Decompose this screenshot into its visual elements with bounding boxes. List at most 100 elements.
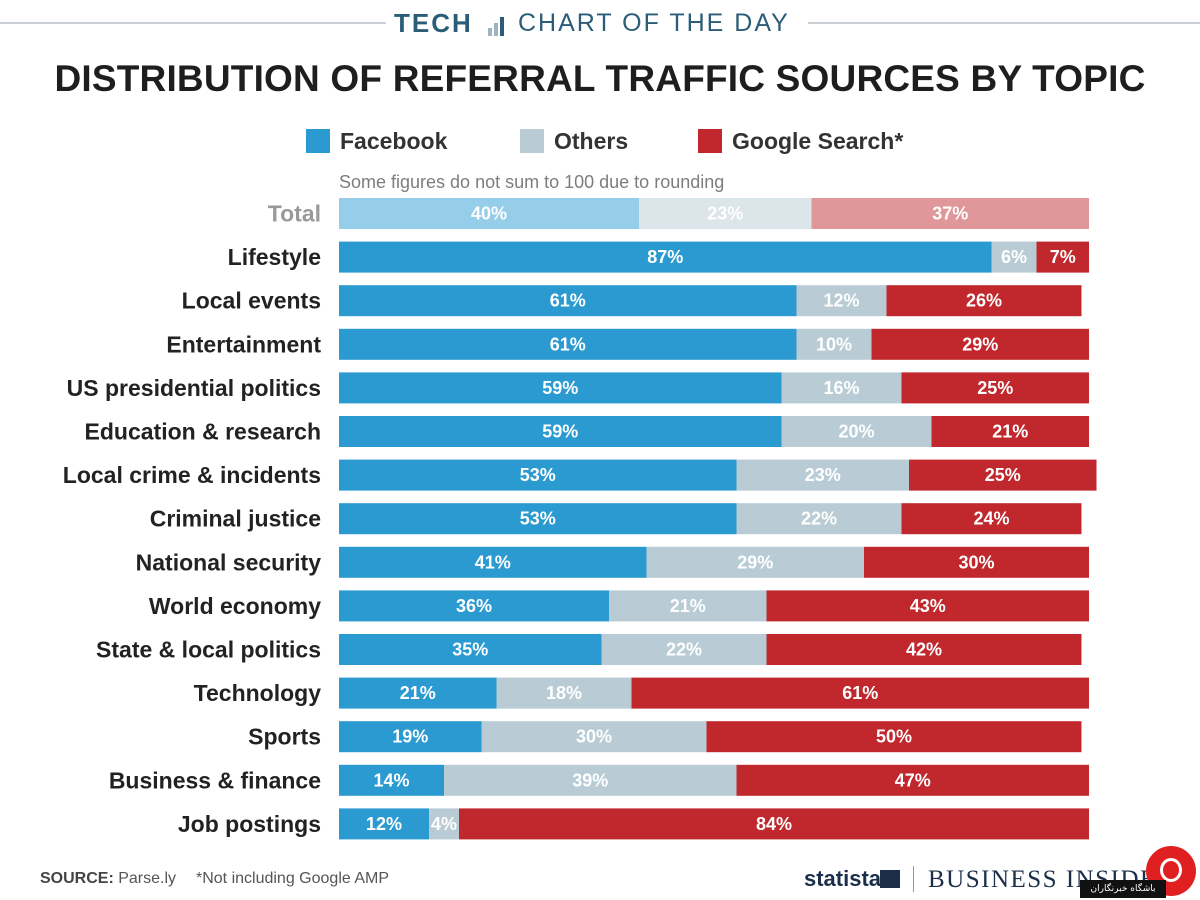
data-label: 23% (805, 465, 841, 485)
bar-segment-facebook (339, 503, 737, 535)
data-label: 61% (550, 291, 586, 311)
bar-row-education-research: Education & research 59% 20% 21% (85, 416, 1089, 447)
data-label: 40% (471, 204, 507, 224)
data-label: 41% (475, 552, 511, 572)
bar-segment-others (736, 459, 909, 491)
footer-source-value: Parse.ly (118, 870, 177, 887)
category-label: Criminal justice (150, 506, 321, 532)
bar-segment-facebook (339, 372, 782, 404)
bar-segment-google-search (706, 721, 1082, 753)
data-label: 25% (985, 465, 1021, 485)
category-label: Lifestyle (228, 244, 321, 270)
bar-segment-google-search (901, 503, 1082, 535)
data-label: 53% (520, 465, 556, 485)
statista-icon (880, 870, 900, 888)
data-label: 21% (992, 422, 1028, 442)
data-label: 25% (977, 378, 1013, 398)
data-label: 4% (431, 814, 457, 834)
bar-segment-facebook (339, 590, 609, 622)
category-label: Job postings (178, 811, 321, 837)
footer-source-label: SOURCE: (40, 870, 114, 887)
legend: Facebook Others Google Search* (0, 126, 1200, 156)
data-label: 53% (520, 509, 556, 529)
header-subtitle: CHART OF THE DAY (518, 9, 790, 37)
bar-chart-icon (488, 16, 506, 36)
data-label: 37% (932, 204, 968, 224)
data-label: 42% (906, 640, 942, 660)
data-label: 21% (670, 596, 706, 616)
data-label: 59% (542, 422, 578, 442)
data-label: 26% (966, 291, 1002, 311)
bar-segment-facebook (339, 764, 444, 796)
data-label: 47% (895, 770, 931, 790)
bar-segment-google-search (766, 634, 1082, 665)
data-label: 23% (707, 204, 743, 224)
legend-label-facebook: Facebook (340, 127, 448, 154)
data-label: 20% (838, 422, 874, 442)
data-label: 6% (1001, 247, 1027, 267)
bar-segment-google-search (459, 808, 1089, 840)
bar-segment-google-search (631, 677, 1089, 709)
data-label: 43% (910, 596, 946, 616)
footer-source: SOURCE: Parse.ly (40, 870, 176, 888)
legend-item-facebook: Facebook (306, 126, 447, 156)
bar-row-criminal-justice: Criminal justice 53% 22% 24% (150, 503, 1082, 535)
bar-row-local-crime-incidents: Local crime & incidents 53% 23% 25% (63, 459, 1097, 491)
data-label: 29% (737, 552, 773, 572)
bar-segment-facebook (339, 328, 797, 360)
bar-segment-others (444, 764, 737, 796)
bar-row-lifestyle: Lifestyle 87% 6% 7% (228, 241, 1089, 273)
bar-segment-others (796, 328, 872, 360)
data-label: 10% (816, 334, 852, 354)
category-label: US presidential politics (67, 375, 321, 401)
legend-item-others: Others (520, 126, 628, 156)
bar-row-national-security: National security 41% 29% 30% (136, 546, 1089, 578)
data-label: 59% (542, 378, 578, 398)
data-label: 24% (973, 509, 1009, 529)
bar-segment-others (991, 241, 1037, 273)
statista-logo: statista (804, 866, 882, 891)
bar-segment-facebook (339, 241, 992, 273)
data-label: 61% (550, 334, 586, 354)
bar-segment-others (736, 503, 902, 535)
data-label: 12% (366, 814, 402, 834)
bar-segment-others (429, 808, 459, 840)
bar-segment-facebook (339, 677, 497, 709)
watermark: باشگاه خبرنگاران (1080, 840, 1200, 900)
category-label: Entertainment (166, 331, 321, 357)
chart-note: Some figures do not sum to 100 due to ro… (339, 172, 725, 192)
bar-segment-facebook (339, 808, 429, 840)
bar-segment-google-search (766, 590, 1089, 622)
bar-segment-google-search (871, 328, 1089, 360)
bar-segment-facebook (339, 634, 602, 665)
bar-segment-others (781, 372, 902, 404)
data-label: 19% (392, 727, 428, 747)
bar-segment-others (639, 198, 812, 229)
data-label: 14% (373, 770, 409, 790)
data-label: 22% (666, 640, 702, 660)
data-label: 16% (823, 378, 859, 398)
bar-segment-others (646, 546, 864, 578)
bar-segment-google-search (901, 372, 1089, 404)
category-label: National security (136, 549, 322, 575)
footer-note: *Not including Google AMP (196, 870, 389, 887)
bar-row-us-presidential-politics: US presidential politics 59% 16% 25% (67, 372, 1089, 404)
category-label: Total (268, 201, 321, 227)
header-rule-left (0, 22, 386, 24)
legend-swatch-facebook (306, 129, 330, 153)
legend-swatch-google (698, 129, 722, 153)
data-label: 18% (546, 683, 582, 703)
data-label: 36% (456, 596, 492, 616)
bar-segment-google-search (864, 546, 1089, 578)
category-label: Education & research (85, 419, 321, 445)
bar-row-sports: Sports 19% 30% 50% (248, 721, 1082, 753)
bar-segment-facebook (339, 416, 782, 447)
data-label: 22% (801, 509, 837, 529)
legend-swatch-others (520, 129, 544, 153)
bar-segment-others (796, 285, 887, 317)
bar-segment-google-search (886, 285, 1082, 317)
legend-label-others: Others (554, 127, 629, 154)
chart-title: DISTRIBUTION OF REFERRAL TRAFFIC SOURCES… (54, 58, 1146, 99)
data-label: 12% (823, 291, 859, 311)
category-label: Sports (248, 724, 321, 750)
